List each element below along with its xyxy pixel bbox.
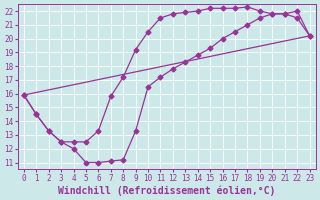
X-axis label: Windchill (Refroidissement éolien,°C): Windchill (Refroidissement éolien,°C) bbox=[58, 185, 276, 196]
